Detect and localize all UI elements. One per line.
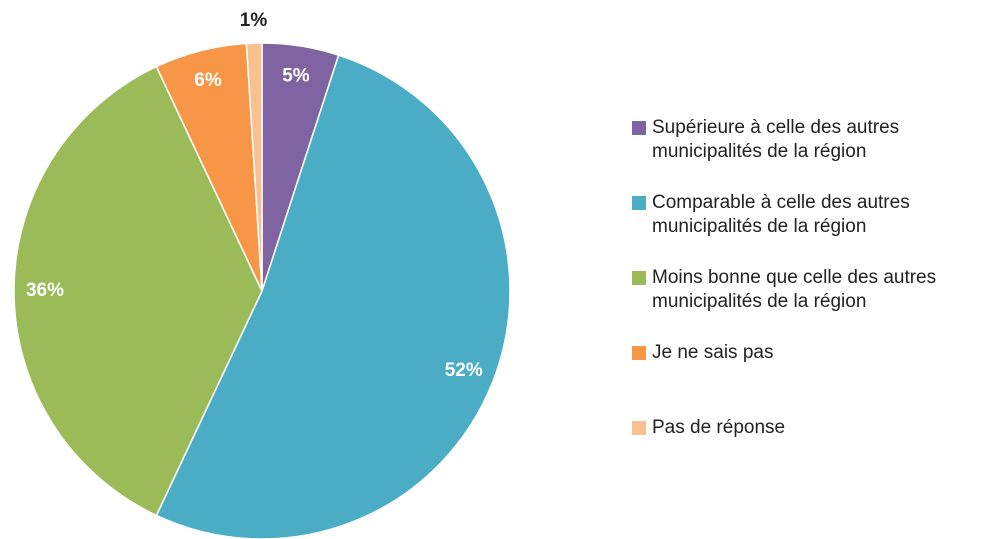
legend-label: Pas de réponse [652, 417, 786, 438]
data-label: 52% [445, 360, 483, 381]
legend-item: Comparable à celle des autres municipali… [632, 191, 952, 266]
pie-slice [245, 42, 263, 292]
legend-label: Moins bonne que celle des autres municip… [652, 267, 937, 312]
legend-item: Pas de réponse [632, 416, 952, 491]
legend-swatch [632, 421, 646, 435]
data-label: 6% [194, 70, 222, 91]
legend-item: Supérieure à celle des autres municipali… [632, 116, 952, 191]
legend-item: Moins bonne que celle des autres municip… [632, 266, 952, 341]
data-label: 1% [240, 10, 268, 31]
pie-slice [13, 65, 263, 517]
legend-swatch [632, 346, 646, 360]
legend-item: Je ne sais pas [632, 341, 952, 416]
legend: Supérieure à celle des autres municipali… [632, 116, 952, 491]
legend-label: Supérieure à celle des autres municipali… [652, 117, 900, 162]
legend-label: Comparable à celle des autres municipali… [652, 192, 910, 237]
legend-swatch [632, 271, 646, 285]
legend-label: Je ne sais pas [652, 342, 774, 363]
legend-swatch [632, 121, 646, 135]
data-label: 36% [26, 280, 64, 301]
legend-swatch [632, 196, 646, 210]
data-label: 5% [282, 66, 310, 87]
